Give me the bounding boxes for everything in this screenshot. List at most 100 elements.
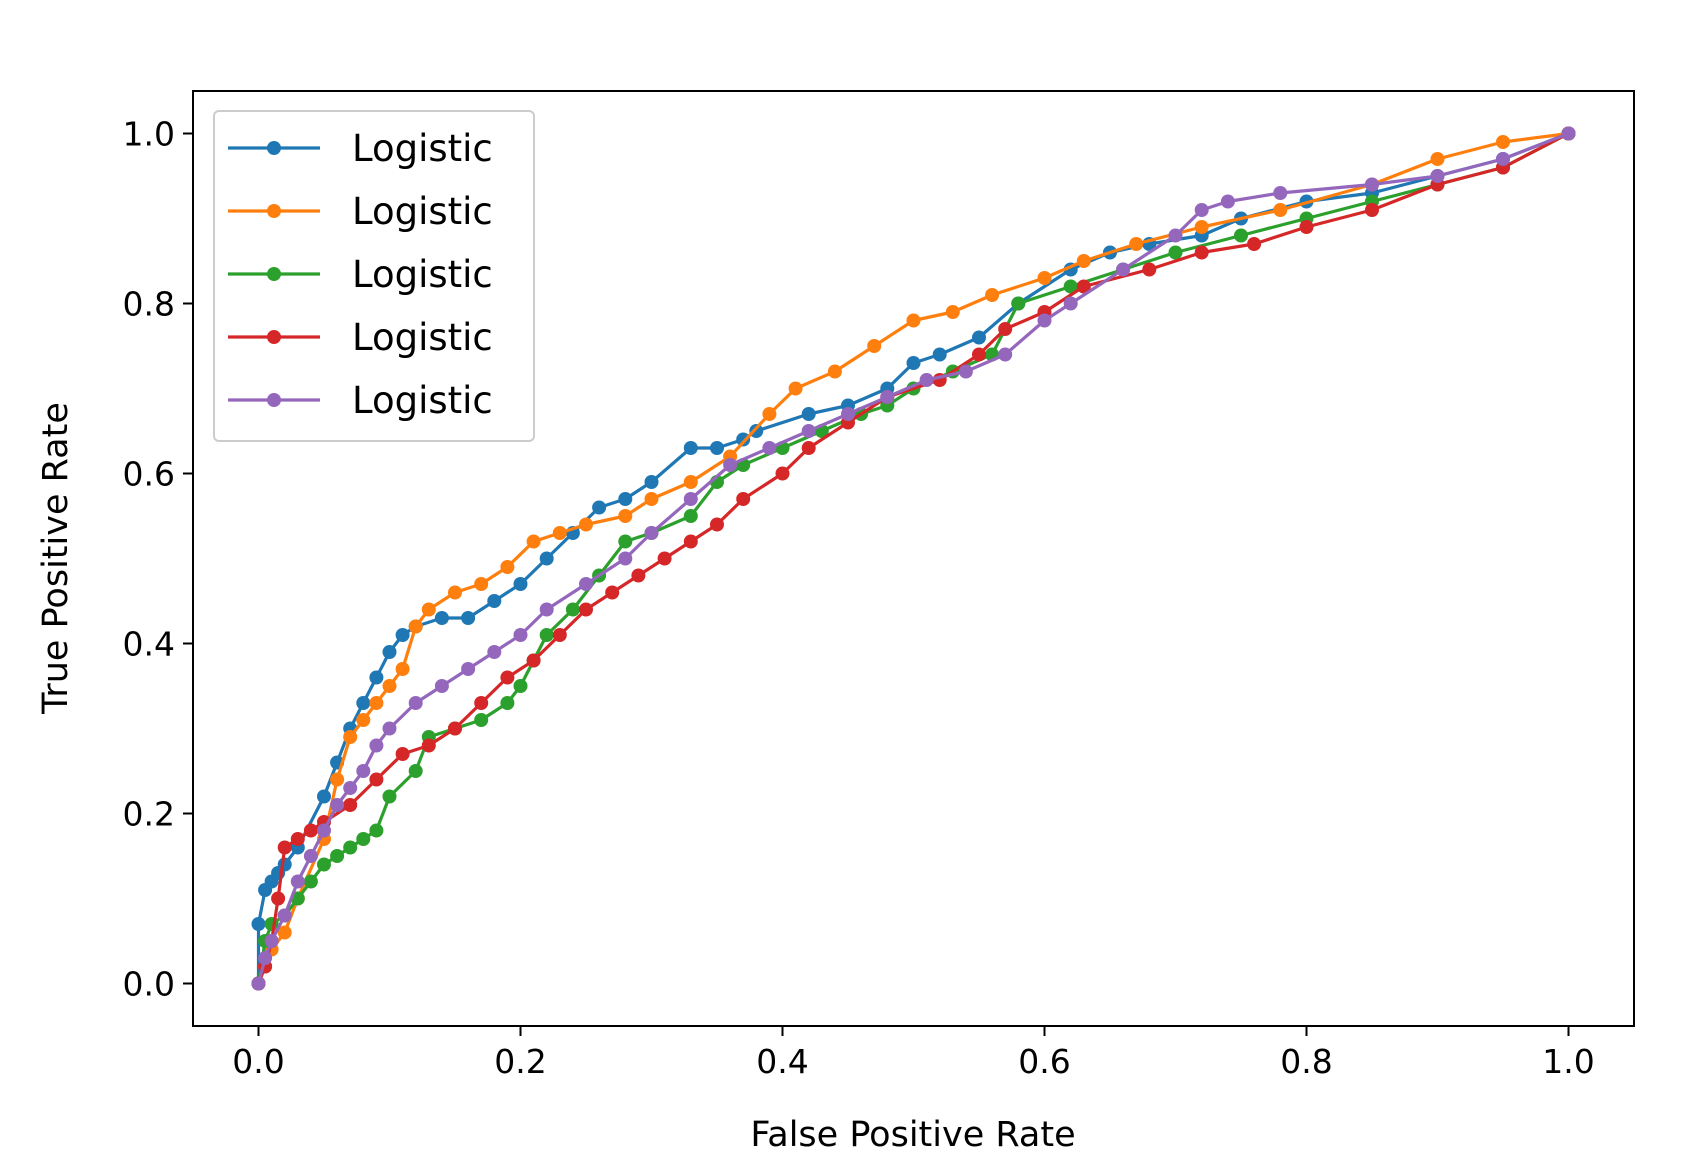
series-1-point-25 xyxy=(788,381,803,396)
series-2-point-37 xyxy=(1168,245,1183,260)
series-4-point-8 xyxy=(343,781,358,795)
series-3-point-32 xyxy=(1076,279,1091,294)
series-4-point-3 xyxy=(277,908,292,923)
series-3-point-5 xyxy=(290,832,305,846)
series-1-point-24 xyxy=(762,407,777,421)
series-3-point-4 xyxy=(277,840,292,855)
series-3-point-3 xyxy=(271,891,286,906)
series-4-point-1 xyxy=(258,951,273,965)
series-0-point-26 xyxy=(736,432,751,447)
series-1-point-27 xyxy=(867,339,882,353)
y-tick-label-4: 0.8 xyxy=(123,285,175,324)
series-3-point-30 xyxy=(998,322,1013,336)
series-4-point-15 xyxy=(487,645,502,659)
x-tick-label-2: 0.4 xyxy=(756,1042,808,1081)
series-4-point-34 xyxy=(1194,203,1209,217)
series-1-point-6 xyxy=(330,772,345,787)
series-3-point-21 xyxy=(683,534,698,549)
series-1-point-21 xyxy=(644,492,659,506)
series-4-point-25 xyxy=(841,407,855,421)
series-2-point-10 xyxy=(369,823,384,838)
series-4-point-4 xyxy=(290,874,305,889)
series-1-point-37 xyxy=(1430,152,1445,166)
series-1-point-38 xyxy=(1496,135,1510,149)
series-layer xyxy=(251,126,1576,991)
series-4-point-16 xyxy=(513,628,528,642)
series-4-point-6 xyxy=(317,823,331,838)
series-0-point-27 xyxy=(749,424,764,438)
series-2-point-17 xyxy=(513,679,528,693)
series-4-point-7 xyxy=(330,798,345,812)
y-axis: 0.0 0.2 0.4 0.6 0.8 1.0 xyxy=(123,115,193,1004)
series-4-point-19 xyxy=(618,551,633,566)
series-4-point-40 xyxy=(1561,126,1576,141)
series-2-point-35 xyxy=(1063,279,1078,294)
y-tick-label-0: 0.0 xyxy=(123,965,175,1004)
x-axis-label: False Positive Rate xyxy=(750,1115,1075,1155)
y-tick-label-3: 0.6 xyxy=(123,455,175,494)
series-3-point-25 xyxy=(801,441,816,455)
series-3-point-12 xyxy=(448,721,462,736)
series-1-point-33 xyxy=(1129,237,1144,251)
series-2-point-16 xyxy=(500,696,515,710)
legend-marker-0 xyxy=(267,141,281,155)
series-2-point-9 xyxy=(356,832,371,846)
series-0-point-21 xyxy=(592,500,607,515)
series-1-point-35 xyxy=(1273,203,1288,217)
series-4-point-12 xyxy=(408,696,423,710)
series-3-point-18 xyxy=(605,585,620,600)
series-2-point-38 xyxy=(1234,228,1248,243)
series-0-point-13 xyxy=(395,628,410,642)
series-4-point-37 xyxy=(1365,177,1379,192)
x-tick-label-0: 0.0 xyxy=(232,1042,284,1081)
series-0-point-32 xyxy=(932,347,947,362)
series-2-point-19 xyxy=(539,628,554,642)
series-4-point-31 xyxy=(1063,296,1078,311)
series-4-point-30 xyxy=(1037,313,1052,328)
series-0-point-10 xyxy=(356,696,371,710)
series-0-point-7 xyxy=(317,789,331,804)
series-1-point-22 xyxy=(683,475,698,489)
series-0-point-17 xyxy=(487,594,502,608)
x-tick-label-5: 1.0 xyxy=(1542,1042,1594,1081)
series-4 xyxy=(251,126,1576,991)
series-3-point-29 xyxy=(972,347,986,362)
series-4-point-26 xyxy=(880,390,895,404)
series-4-point-24 xyxy=(801,424,816,438)
series-1-point-20 xyxy=(618,509,633,523)
series-4-point-35 xyxy=(1220,194,1235,209)
series-3-point-20 xyxy=(657,551,672,566)
series-0-point-28 xyxy=(801,407,816,421)
y-tick-label-1: 0.2 xyxy=(123,795,175,834)
series-4-point-23 xyxy=(762,441,777,455)
series-1-point-12 xyxy=(408,619,423,634)
series-1-point-31 xyxy=(1037,271,1052,285)
series-4-point-36 xyxy=(1273,186,1288,200)
series-1-point-3 xyxy=(277,925,292,940)
series-line-1 xyxy=(257,131,1569,985)
series-0-point-1 xyxy=(251,917,266,931)
series-1-point-14 xyxy=(448,585,462,600)
series-3-point-8 xyxy=(343,798,358,812)
series-2-point-8 xyxy=(343,840,358,855)
series-4-point-0 xyxy=(251,976,266,991)
series-3-point-10 xyxy=(395,747,410,761)
series-1-point-19 xyxy=(579,517,593,532)
legend-label-2: Logistic xyxy=(352,253,493,296)
series-4-point-27 xyxy=(919,373,934,387)
series-0-point-11 xyxy=(369,670,384,685)
series-4-point-38 xyxy=(1430,169,1445,183)
series-1-point-9 xyxy=(369,696,384,710)
series-3-point-34 xyxy=(1194,245,1209,260)
series-3-point-36 xyxy=(1299,220,1314,234)
series-1-point-8 xyxy=(356,713,371,727)
series-4-point-21 xyxy=(683,492,698,506)
series-4-point-2 xyxy=(264,934,279,948)
y-axis-label: True Positive Rate xyxy=(36,402,76,715)
series-2-point-20 xyxy=(565,602,580,617)
series-1-point-32 xyxy=(1076,254,1091,268)
series-2-point-15 xyxy=(474,713,489,727)
legend-box xyxy=(213,110,535,442)
legend-marker-3 xyxy=(267,330,281,344)
series-4-point-9 xyxy=(356,764,371,778)
